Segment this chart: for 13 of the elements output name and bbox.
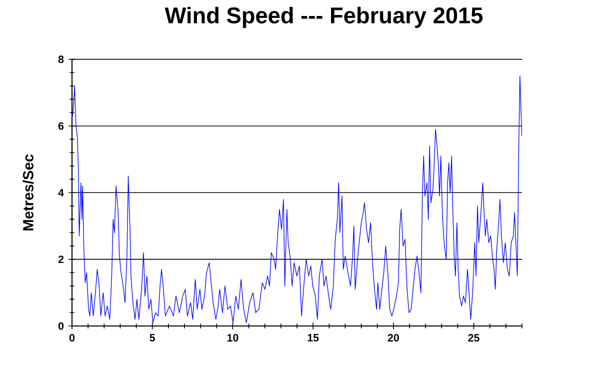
y-tick-label: 6 — [58, 122, 64, 130]
chart-title: Wind Speed --- February 2015 — [164, 6, 483, 28]
y-tick-label: 0 — [58, 322, 64, 330]
x-tick-label: 5 — [150, 334, 156, 342]
y-tick-label: 4 — [58, 188, 64, 196]
x-tick-label: 25 — [468, 334, 480, 342]
x-tick-label: 0 — [69, 334, 75, 342]
y-axis-title: Metres/Sec — [22, 154, 34, 230]
y-tick-label: 8 — [58, 56, 64, 64]
x-tick-label: 20 — [388, 334, 399, 342]
x-tick-label: 10 — [227, 334, 238, 342]
x-tick-label: 15 — [308, 334, 319, 342]
y-tick-label: 2 — [58, 256, 64, 264]
